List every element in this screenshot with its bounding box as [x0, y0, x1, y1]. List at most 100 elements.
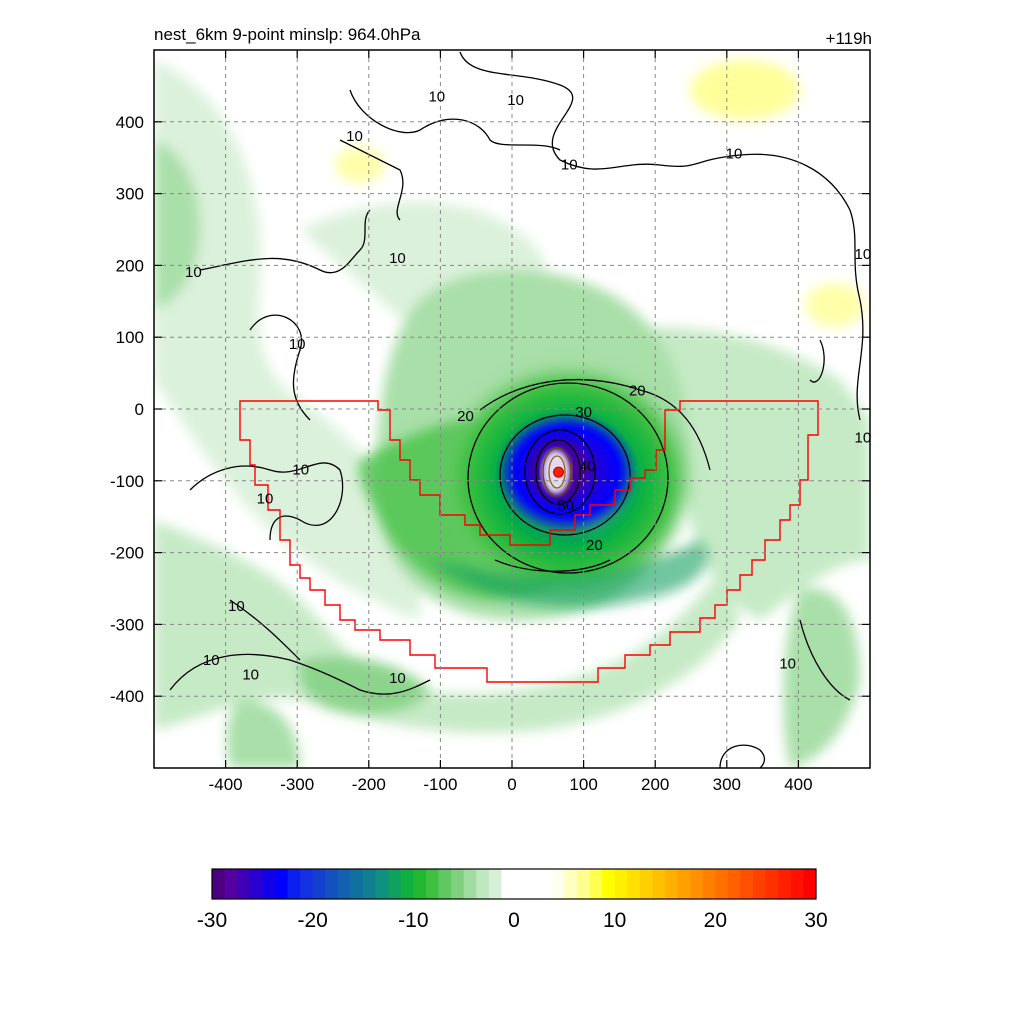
y-tick-label: -100: [110, 472, 144, 491]
x-tick-label: -200: [352, 775, 386, 794]
colorbar-swatch: [451, 869, 465, 899]
x-tick-label: 300: [713, 775, 741, 794]
y-tick-label: 400: [116, 113, 144, 132]
contour-label: 10: [389, 670, 406, 687]
colorbar-swatch: [702, 869, 716, 899]
colorbar-swatch: [740, 869, 754, 899]
colorbar-frame: [211, 868, 817, 900]
contour-label: 30: [575, 404, 592, 421]
contour-label: 50: [557, 498, 574, 515]
colorbar-swatch: [325, 869, 339, 899]
y-tick-label: 0: [135, 400, 144, 419]
contour-label: 10: [257, 490, 274, 507]
colorbar-swatch: [576, 869, 590, 899]
colorbar-tick-label: 30: [804, 909, 827, 932]
x-tick-label: -100: [423, 775, 457, 794]
colorbar-swatch: [287, 869, 301, 899]
contour-label: 10: [726, 146, 743, 163]
colorbar-swatch: [665, 869, 679, 899]
colorbar-swatch: [589, 869, 603, 899]
colorbar-swatch: [539, 869, 553, 899]
colorbar-swatch: [690, 869, 704, 899]
colorbar-swatch: [413, 869, 427, 899]
y-tick-label: -200: [110, 544, 144, 563]
y-tick-label: 300: [116, 185, 144, 204]
colorbar-swatch: [488, 869, 502, 899]
contour-label: 20: [457, 408, 474, 425]
y-tick-label: 100: [116, 328, 144, 347]
colorbar-swatch: [564, 869, 578, 899]
y-tick-label: 200: [116, 256, 144, 275]
colorbar-swatch: [715, 869, 729, 899]
colorbar-swatch: [639, 869, 653, 899]
chart-title: nest_6km 9-point minslp: 964.0hPa: [154, 25, 421, 44]
storm-center-marker: [553, 466, 565, 478]
colorbar-tick-label: -10: [398, 909, 428, 932]
x-tick-label: -400: [209, 775, 243, 794]
contour-label: 10: [389, 250, 406, 267]
colorbar-tick-label: 0: [508, 909, 520, 932]
colorbar-swatch: [476, 869, 490, 899]
red-boundary: [239, 400, 819, 683]
colorbar-swatch: [337, 869, 351, 899]
colorbar-swatch: [526, 869, 540, 899]
colorbar-swatch: [274, 869, 288, 899]
colorbar-tick-label: -20: [297, 909, 327, 932]
colorbar-swatch: [300, 869, 314, 899]
x-tick-label: 0: [507, 775, 516, 794]
colorbar-swatch: [400, 869, 414, 899]
colorbar-swatch: [627, 869, 641, 899]
colorbar-swatch: [363, 869, 377, 899]
colorbar-swatch: [212, 869, 226, 899]
colorbar-swatch: [350, 869, 364, 899]
colorbar-swatch: [790, 869, 804, 899]
colorbar-swatch: [753, 869, 767, 899]
colorbar-labels: -30 -20 -10 0 10 20 30: [197, 909, 828, 932]
contour-label: 10: [292, 462, 309, 479]
contour-label: 20: [629, 383, 646, 400]
x-axis: -400 -300 -200 -100 0 100 200 300 400: [209, 50, 813, 794]
contour-label: 10: [507, 92, 524, 109]
contour-label: 10: [779, 655, 796, 672]
y-axis: 400 300 200 100 0 -100 -200 -300 -400: [110, 113, 870, 706]
contour-label: 10: [242, 666, 259, 683]
colorbar-swatch: [551, 869, 565, 899]
x-tick-label: 100: [569, 775, 597, 794]
colorbar-swatch: [224, 869, 238, 899]
colorbar-swatch: [237, 869, 251, 899]
colorbar-swatch: [602, 869, 616, 899]
y-tick-label: -400: [110, 687, 144, 706]
y-tick-label: -300: [110, 615, 144, 634]
x-tick-label: -300: [280, 775, 314, 794]
colorbar-swatch: [425, 869, 439, 899]
colorbar-swatch: [463, 869, 477, 899]
contour-label: 10: [289, 336, 306, 353]
colorbar-swatch: [312, 869, 326, 899]
colorbar-swatch: [727, 869, 741, 899]
contour-label: 10: [228, 598, 245, 615]
contour-label: 10: [561, 156, 578, 173]
x-tick-label: 400: [784, 775, 812, 794]
colorbar-tick-label: 20: [704, 909, 727, 932]
contour-label: 10: [203, 652, 220, 669]
colorbar-swatch: [765, 869, 779, 899]
colorbar-swatch: [375, 869, 389, 899]
contour-label: 40: [579, 458, 596, 475]
contour-label: 10: [854, 429, 871, 446]
colorbar-swatch: [778, 869, 792, 899]
colorbar-swatch: [652, 869, 666, 899]
colorbar-swatch: [614, 869, 628, 899]
colorbar-swatch: [501, 869, 515, 899]
wind-speed-contours: [169, 51, 864, 768]
colorbar-swatch: [388, 869, 402, 899]
colorbar-swatch: [249, 869, 263, 899]
colorbar-swatch: [438, 869, 452, 899]
contour-label: 10: [428, 88, 445, 105]
x-tick-label: 200: [641, 775, 669, 794]
contour-label: 10: [854, 246, 871, 263]
contour-labels: 10 10 10 10 10 10 10 10 10 10 10 10 10 10 10 10 10 20 20 20…: [185, 88, 871, 687]
colorbar-swatch: [514, 869, 528, 899]
colorbar: [211, 868, 817, 900]
colorbar-swatch: [677, 869, 691, 899]
